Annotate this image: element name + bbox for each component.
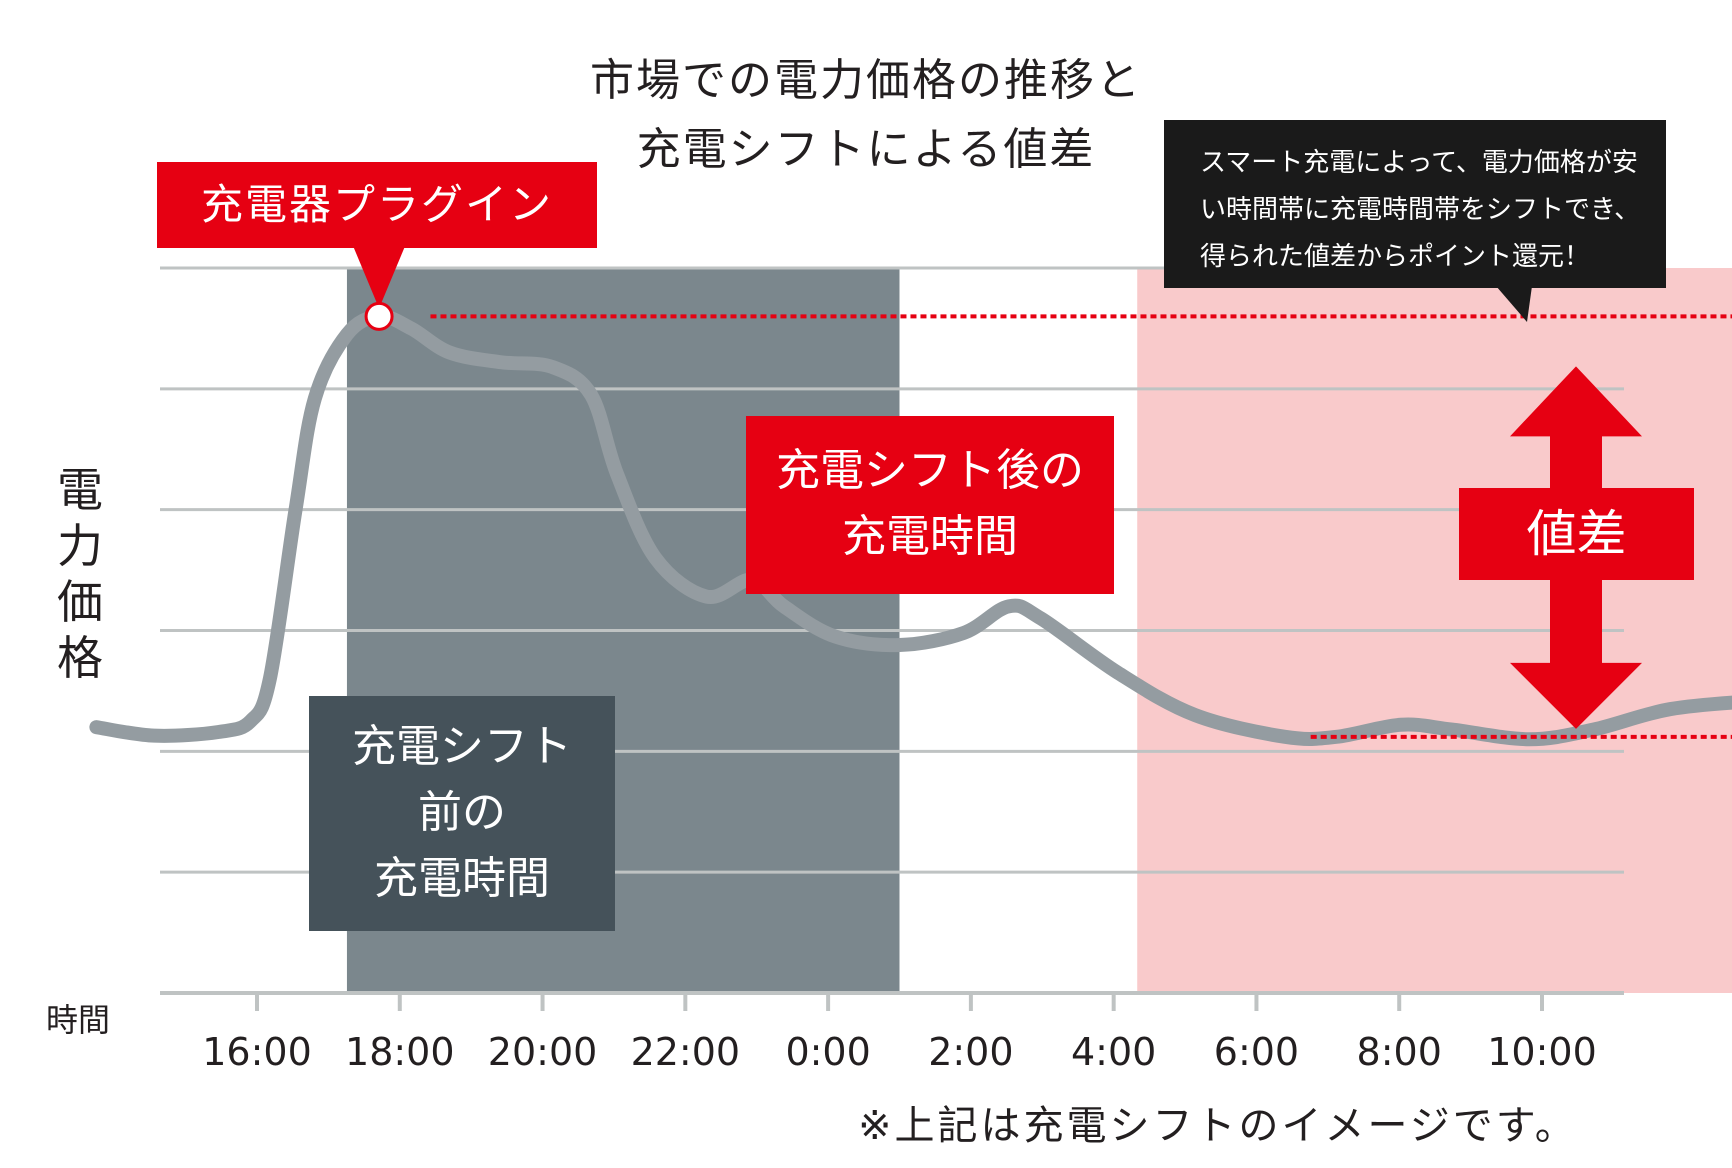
plugin-pointer xyxy=(353,246,406,309)
y-axis-label-char-2: 価 xyxy=(57,575,103,629)
x-tick-label-2: 20:00 xyxy=(488,1030,598,1074)
price-series xyxy=(89,309,1732,747)
x-axis-label: 時間 xyxy=(46,1001,111,1039)
x-tick-label-4: 0:00 xyxy=(785,1030,870,1074)
callout-line-3: 得られた値差からポイント還元！ xyxy=(1200,242,1591,272)
x-tick-label-3: 22:00 xyxy=(631,1030,741,1074)
after-shift-line-1: 充電シフト後の xyxy=(776,445,1084,496)
smart-charging-callout: スマート充電によって、電力価格が安 い時間帯に充電時間帯をシフトでき、 得られた… xyxy=(1164,120,1666,288)
after-shift-line-2: 充電時間 xyxy=(842,511,1018,562)
callout-line-1: スマート充電によって、電力価格が安 xyxy=(1200,148,1638,178)
x-tick-label-0: 16:00 xyxy=(202,1030,312,1074)
y-axis-label: 電力価格 xyxy=(50,462,110,686)
after-shift-label: 充電シフト後の 充電時間 xyxy=(746,416,1114,594)
plugin-label: 充電器プラグイン xyxy=(157,162,597,248)
y-axis-label-char-1: 力 xyxy=(57,519,103,573)
x-tick-label-5: 2:00 xyxy=(928,1030,1013,1074)
series-line-0 xyxy=(89,309,1732,747)
reference-lines xyxy=(430,314,1732,739)
plugin-marker xyxy=(353,246,406,331)
callout-pointer xyxy=(1496,286,1532,322)
x-tick-label-1: 18:00 xyxy=(345,1030,455,1074)
x-tick-label-6: 4:00 xyxy=(1071,1030,1156,1074)
chart-title-line-2: 充電シフトによる値差 xyxy=(636,124,1096,175)
price-difference-label: 値差 xyxy=(1459,488,1694,580)
x-tick-label-9: 10:00 xyxy=(1487,1030,1597,1074)
before-shift-label: 充電シフト 前の 充電時間 xyxy=(309,696,615,931)
before-shift-line-1: 充電シフト xyxy=(352,721,572,772)
callout-line-2: い時間帯に充電時間帯をシフトでき、 xyxy=(1200,195,1641,225)
y-axis-label-char-3: 格 xyxy=(57,631,103,685)
y-axis-label-char-0: 電 xyxy=(57,463,103,517)
before-shift-line-2: 前の xyxy=(418,787,506,838)
before-shift-line-3: 充電時間 xyxy=(374,853,550,904)
x-tick-label-7: 6:00 xyxy=(1214,1030,1299,1074)
chart-title-line-1: 市場での電力価格の推移と xyxy=(590,55,1142,106)
footnote: ※上記は充電シフトのイメージです。 xyxy=(858,1103,1578,1149)
x-tick-label-8: 8:00 xyxy=(1357,1030,1442,1074)
plugin-point xyxy=(364,301,394,331)
callout-tail xyxy=(1496,286,1532,322)
x-axis: 16:00 18:00 20:00 22:00 0:00 2:00 4:00 6:00 8:00… xyxy=(160,991,1624,1074)
